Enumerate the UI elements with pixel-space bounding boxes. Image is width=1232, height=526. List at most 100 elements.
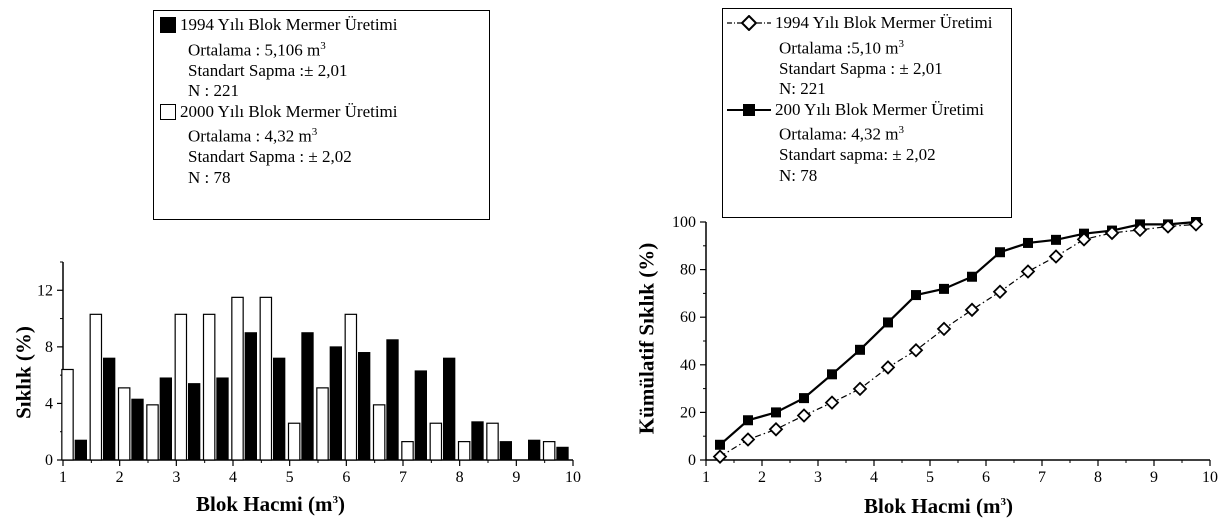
histogram-x-axis-title: Blok Hacmi (m3)	[196, 492, 345, 516]
legend-label-1994: 1994 Yılı Blok Mermer Üretimi	[180, 15, 398, 34]
histogram-y-tick-label: 12	[37, 282, 53, 299]
point-1994	[880, 360, 896, 375]
histogram-y-axis-title: Sıklık (%)	[11, 326, 36, 419]
bar-2000	[174, 313, 188, 461]
point-1994	[852, 381, 868, 397]
histogram-x-tick-label: 7	[399, 469, 407, 486]
bar-1994	[244, 332, 258, 461]
bar-1994	[159, 377, 173, 461]
histogram-x-tick-label: 4	[229, 469, 237, 486]
point-1994	[1160, 219, 1176, 234]
point-1994	[936, 321, 952, 337]
point-2000	[855, 344, 865, 355]
bar-1994	[103, 357, 116, 461]
bar-1994	[74, 439, 87, 461]
point-2000	[771, 407, 781, 418]
bar-2000	[259, 296, 273, 461]
point-2000	[715, 439, 725, 450]
bar-2000	[202, 313, 216, 461]
point-1994	[964, 302, 980, 318]
histogram-x-tick-label: 3	[172, 469, 180, 486]
bar-1994	[131, 398, 144, 461]
point-2000	[743, 415, 753, 426]
legend-std-2000: Standart Sapma : ± 2,02	[188, 147, 352, 167]
cumulative-x-tick-label: 7	[1038, 469, 1046, 486]
bar-1994	[358, 352, 371, 461]
bar-2000	[287, 422, 301, 461]
bar-2000	[316, 387, 329, 461]
line-2000	[719, 220, 1197, 446]
cumulative-x-tick-label: 8	[1094, 469, 1102, 486]
bar-1994	[471, 421, 484, 461]
histogram-x-tick-label: 9	[512, 469, 520, 486]
cumulative-x-tick-label: 5	[926, 469, 934, 486]
legend-swatch-1994	[160, 17, 176, 34]
legend-std-1994-cum: Standart Sapma : ± 2,01	[779, 58, 943, 78]
point-2000	[939, 283, 949, 294]
bar-2000	[429, 422, 443, 461]
point-1994	[824, 395, 840, 410]
point-2000	[995, 247, 1005, 258]
histogram-x-tick-label: 2	[116, 469, 124, 486]
histogram-x-tick-label: 10	[565, 469, 581, 486]
cumulative-x-tick-label: 4	[870, 469, 878, 486]
point-2000	[967, 271, 977, 282]
bar-2000	[117, 387, 131, 461]
line-1994	[719, 223, 1197, 458]
bar-1994	[414, 370, 427, 461]
bar-2000	[486, 422, 499, 461]
cumulative-y-tick-label: 100	[672, 214, 696, 231]
legend-label-2000: 2000 Yılı Blok Mermer Üretimi	[180, 101, 398, 121]
bar-1994	[301, 332, 314, 461]
cumulative-x-tick-label: 6	[982, 469, 990, 486]
cumulative-x-tick-label: 9	[1150, 469, 1158, 486]
cumulative-x-tick-label: 10	[1202, 469, 1218, 486]
point-1994	[712, 449, 728, 464]
cumulative-x-tick-label: 1	[702, 469, 710, 486]
point-1994	[908, 343, 924, 358]
cumulative-x-axis-title: Blok Hacmi (m3)	[864, 494, 1013, 518]
bar-2000	[457, 441, 471, 461]
cumulative-y-tick-label: 80	[680, 262, 696, 279]
point-1994	[992, 284, 1008, 300]
legend-entry-1994: 1994 Yılı Blok Mermer Üretimi	[160, 15, 481, 36]
legend-mean-1994-cum: Ortalama :5,10 m3	[779, 37, 904, 58]
bar-2000	[344, 313, 358, 461]
cumulative-x-tick-label: 3	[814, 469, 822, 486]
bar-1994	[216, 377, 229, 461]
histogram-y-tick-label: 8	[45, 339, 53, 356]
legend-label-1994-cum: 1994 Yılı Blok Mermer Üretimi	[775, 13, 993, 32]
legend-mean-2000-cum: Ortalama: 4,32 m3	[779, 124, 904, 144]
bar-1994	[386, 339, 399, 461]
histogram-legend: 1994 Yılı Blok Mermer Üretimi Ortalama :…	[153, 10, 490, 220]
legend-mean-2000: Ortalama : 4,32 m3	[188, 126, 318, 146]
histogram-x-tick-label: 5	[286, 469, 294, 486]
bar-1994	[528, 439, 541, 461]
legend-n-2000-cum: N: 78	[779, 165, 818, 185]
cumulative-x-tick-label: 2	[758, 469, 766, 486]
legend-n-1994: N : 221	[188, 81, 239, 101]
point-2000	[883, 317, 893, 328]
point-1994	[1020, 264, 1036, 279]
legend-n-2000: N : 78	[188, 167, 231, 187]
point-1994	[768, 422, 784, 437]
filled-square-marker-icon	[727, 103, 771, 116]
cumulative-y-tick-label: 20	[680, 404, 696, 421]
bar-2000	[61, 368, 74, 461]
point-1994	[1076, 232, 1092, 247]
histogram-y-tick-label: 0	[45, 452, 53, 469]
histogram-x-tick-label: 1	[59, 469, 67, 486]
point-1994	[1104, 225, 1120, 241]
point-1994	[1188, 217, 1204, 232]
point-2000	[911, 290, 921, 301]
bar-1994	[273, 357, 286, 461]
bar-1994	[556, 446, 569, 461]
bar-1994	[443, 357, 456, 461]
bar-1994	[499, 441, 512, 461]
bar-2000	[231, 296, 244, 461]
histogram-x-tick-label: 6	[342, 469, 350, 486]
point-2000	[1051, 234, 1061, 245]
legend-std-2000-cum: Standart sapma: ± 2,02	[779, 145, 936, 165]
point-1994	[1048, 249, 1064, 264]
